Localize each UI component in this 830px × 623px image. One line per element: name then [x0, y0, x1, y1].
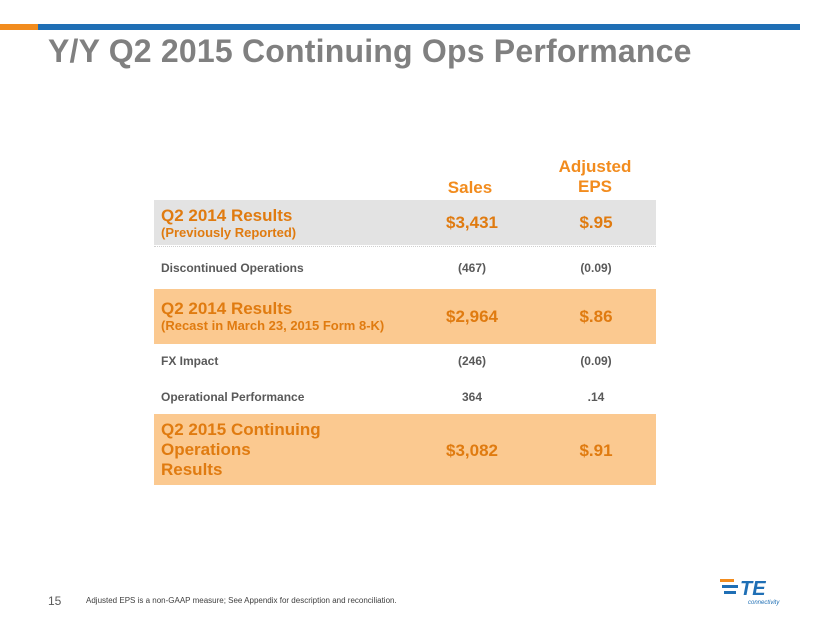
cell-eps: .14: [587, 390, 605, 404]
row-label-main: Q2 2014 Results: [161, 299, 293, 318]
table-row: Q2 2015 Continuing Operations Results $3…: [154, 414, 656, 485]
logo-text: TE: [740, 578, 766, 600]
te-connectivity-logo: TE connectivity: [720, 578, 780, 606]
logo-stripe-orange: [720, 579, 734, 582]
column-header-sales: Sales: [447, 178, 493, 197]
cell-sales: $2,964: [446, 307, 498, 326]
accent-bar-orange: [0, 24, 38, 30]
table-row: Operational Performance 364 .14: [154, 378, 656, 414]
logo-stripe-blue-2: [724, 591, 736, 594]
table-row: Discontinued Operations (467) (0.09): [154, 246, 656, 289]
cell-eps: (0.09): [580, 261, 612, 275]
row-label-main: Q2 2014 Results: [161, 206, 293, 225]
row-label: Q2 2014 Results (Recast in March 23, 201…: [161, 299, 384, 333]
logo-stripe-blue-1: [722, 585, 738, 588]
cell-eps: (0.09): [580, 354, 612, 368]
cell-sales: 364: [461, 390, 483, 404]
row-label-sub: (Recast in March 23, 2015 Form 8-K): [161, 318, 385, 333]
top-accent-bar: [0, 24, 830, 30]
row-label: Discontinued Operations: [161, 261, 304, 275]
row-label: Q2 2014 Results (Previously Reported): [161, 206, 296, 240]
column-header-adjusted-eps: Adjusted EPS: [540, 157, 650, 197]
accent-bar-blue: [38, 24, 800, 30]
table-row: Q2 2014 Results (Previously Reported) $3…: [154, 200, 656, 245]
logo-subtext: connectivity: [748, 600, 780, 606]
cell-eps: $.95: [579, 213, 613, 232]
row-label: Operational Performance: [161, 390, 305, 404]
cell-sales: (246): [457, 354, 486, 368]
slide-title: Y/Y Q2 2015 Continuing Ops Performance: [48, 33, 692, 69]
cell-sales: (467): [457, 261, 486, 275]
cell-eps: $.86: [579, 307, 613, 326]
column-header-eps-line2: EPS: [577, 177, 613, 196]
cell-sales: $3,431: [446, 213, 498, 232]
table-row: FX Impact (246) (0.09): [154, 344, 656, 378]
column-header-eps-line1: Adjusted: [558, 157, 632, 176]
row-label-line3: Results: [161, 460, 223, 479]
cell-sales: $3,082: [446, 441, 498, 460]
page-number: 15: [48, 594, 62, 608]
row-label-line1: Q2 2015 Continuing: [161, 420, 321, 439]
cell-eps: $.91: [579, 441, 613, 460]
footnote: Adjusted EPS is a non-GAAP measure; See …: [86, 596, 397, 605]
row-label-line2: Operations: [161, 440, 251, 459]
table-row: Q2 2014 Results (Recast in March 23, 201…: [154, 289, 656, 344]
row-label-sub: (Previously Reported): [161, 225, 297, 240]
row-label: Q2 2015 Continuing Operations Results: [161, 420, 391, 480]
row-label: FX Impact: [161, 354, 219, 368]
